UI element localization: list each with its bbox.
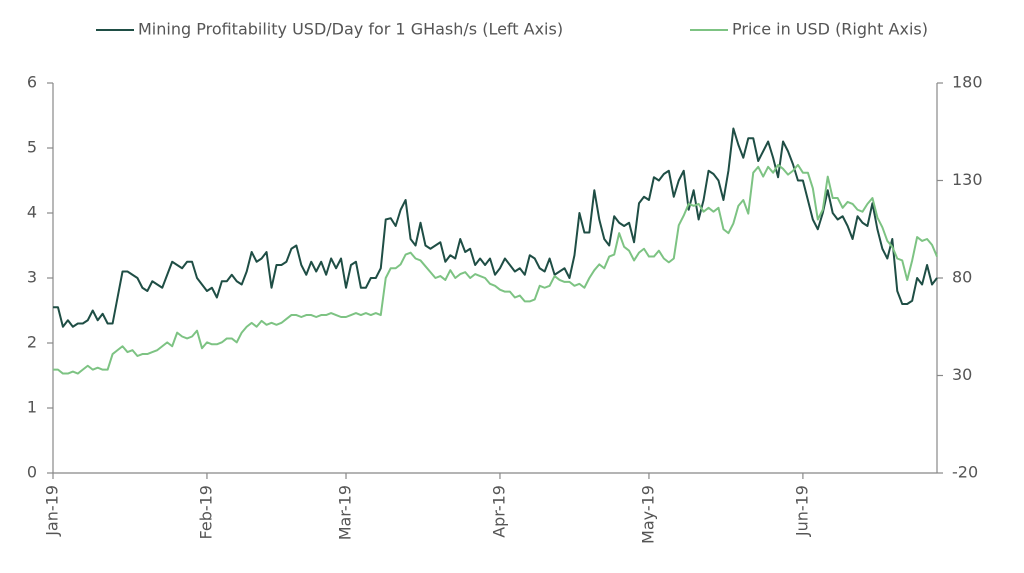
y-tick-label: 2 xyxy=(27,333,37,352)
x-tick-label: Jan-19 xyxy=(43,485,62,537)
data-line xyxy=(53,127,938,328)
legend-label: Price in USD (Right Axis) xyxy=(732,20,928,39)
y-tick-label: 0 xyxy=(27,463,37,482)
y-tick-label: 4 xyxy=(27,203,37,222)
y2-tick-label: 80 xyxy=(952,268,972,287)
data-line xyxy=(53,163,938,375)
y-tick-label: 5 xyxy=(27,138,37,157)
x-tick-label: Jun-19 xyxy=(792,485,811,537)
x-tick-label: Apr-19 xyxy=(489,485,508,538)
x-tick-label: May-19 xyxy=(638,485,657,544)
y-tick-label: 3 xyxy=(27,268,37,287)
legend-label: Mining Profitability USD/Day for 1 GHash… xyxy=(138,20,563,39)
y2-tick-label: 30 xyxy=(952,365,972,384)
y2-tick-label: -20 xyxy=(952,463,978,482)
x-tick-label: Mar-19 xyxy=(336,485,355,540)
y2-tick-label: 130 xyxy=(952,170,983,189)
x-tick-label: Feb-19 xyxy=(196,485,215,539)
y2-tick-label: 180 xyxy=(952,73,983,92)
y-tick-label: 1 xyxy=(27,398,37,417)
y-tick-label: 6 xyxy=(27,73,37,92)
